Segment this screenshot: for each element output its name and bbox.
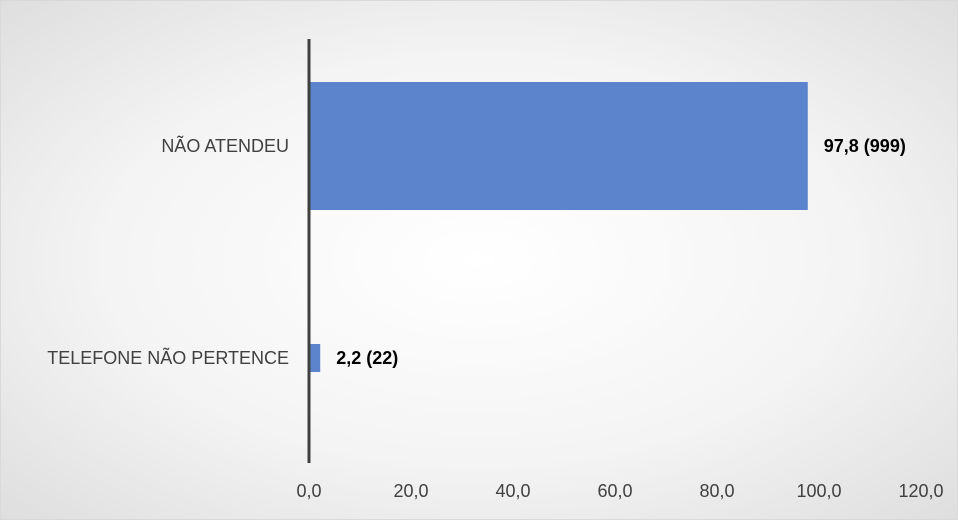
x-tick-label: 20,0 (393, 481, 428, 501)
x-tick-label: 40,0 (495, 481, 530, 501)
bar-0 (309, 82, 808, 210)
x-tick-label: 120,0 (898, 481, 943, 501)
bar-1 (309, 344, 321, 372)
x-tick-label: 100,0 (796, 481, 841, 501)
data-label: 2,2 (22) (336, 348, 398, 368)
category-label: NÃO ATENDEU (161, 135, 289, 156)
x-tick-label: 60,0 (597, 481, 632, 501)
x-tick-label: 80,0 (699, 481, 734, 501)
x-tick-label: 0,0 (296, 481, 321, 501)
category-label: TELEFONE NÃO PERTENCE (47, 347, 289, 368)
data-label: 97,8 (999) (824, 136, 906, 156)
